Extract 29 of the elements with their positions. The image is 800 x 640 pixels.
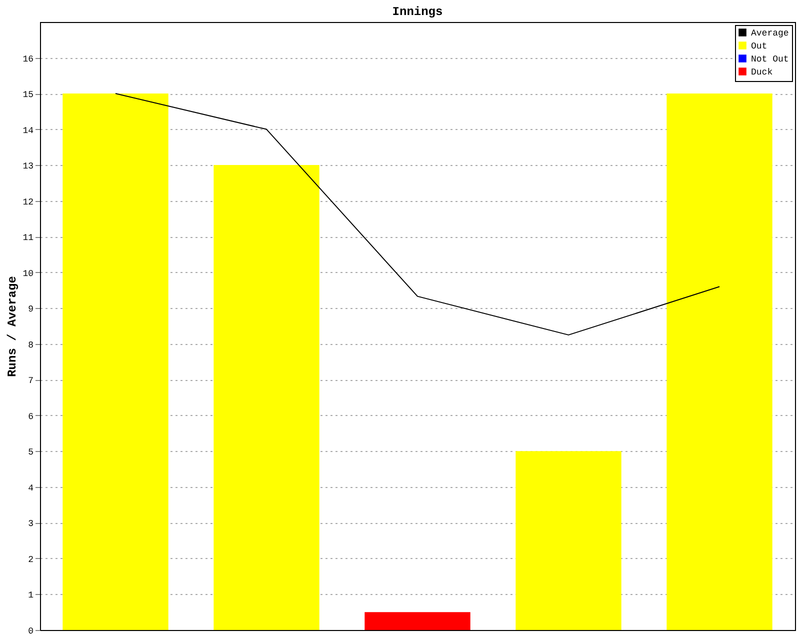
y-tick-label: 0 — [28, 626, 34, 636]
y-tick-label: 1 — [28, 590, 34, 601]
y-tick-label: 3 — [28, 519, 34, 530]
chart-title: Innings — [392, 5, 443, 19]
y-tick-label: 7 — [28, 376, 34, 386]
y-tick-label: 2 — [28, 554, 34, 565]
legend-label: Duck — [751, 68, 773, 78]
y-tick-label: 9 — [28, 304, 34, 315]
bar — [62, 94, 168, 630]
bar — [364, 612, 470, 630]
y-tick-label: 14 — [22, 126, 34, 136]
y-tick-label: 16 — [22, 54, 34, 64]
bar — [516, 451, 622, 630]
y-tick-label: 10 — [22, 268, 34, 279]
y-tick-label: 11 — [22, 233, 34, 244]
y-tick-label: 13 — [22, 162, 34, 172]
legend-label: Not Out — [751, 54, 789, 64]
legend-label: Out — [751, 42, 768, 52]
y-tick-label: 12 — [22, 197, 34, 208]
y-tick-label: 5 — [28, 448, 34, 458]
y-tick-label: 15 — [22, 90, 34, 100]
bar — [214, 165, 320, 630]
y-tick-label: 4 — [28, 483, 34, 494]
y-axis-title: Runs / Average — [6, 276, 20, 377]
y-tick-label: 8 — [28, 340, 34, 350]
y-tick-label: 6 — [28, 412, 34, 422]
line-series — [115, 93, 720, 336]
bar — [666, 94, 772, 630]
legend-label: Average — [751, 28, 789, 38]
